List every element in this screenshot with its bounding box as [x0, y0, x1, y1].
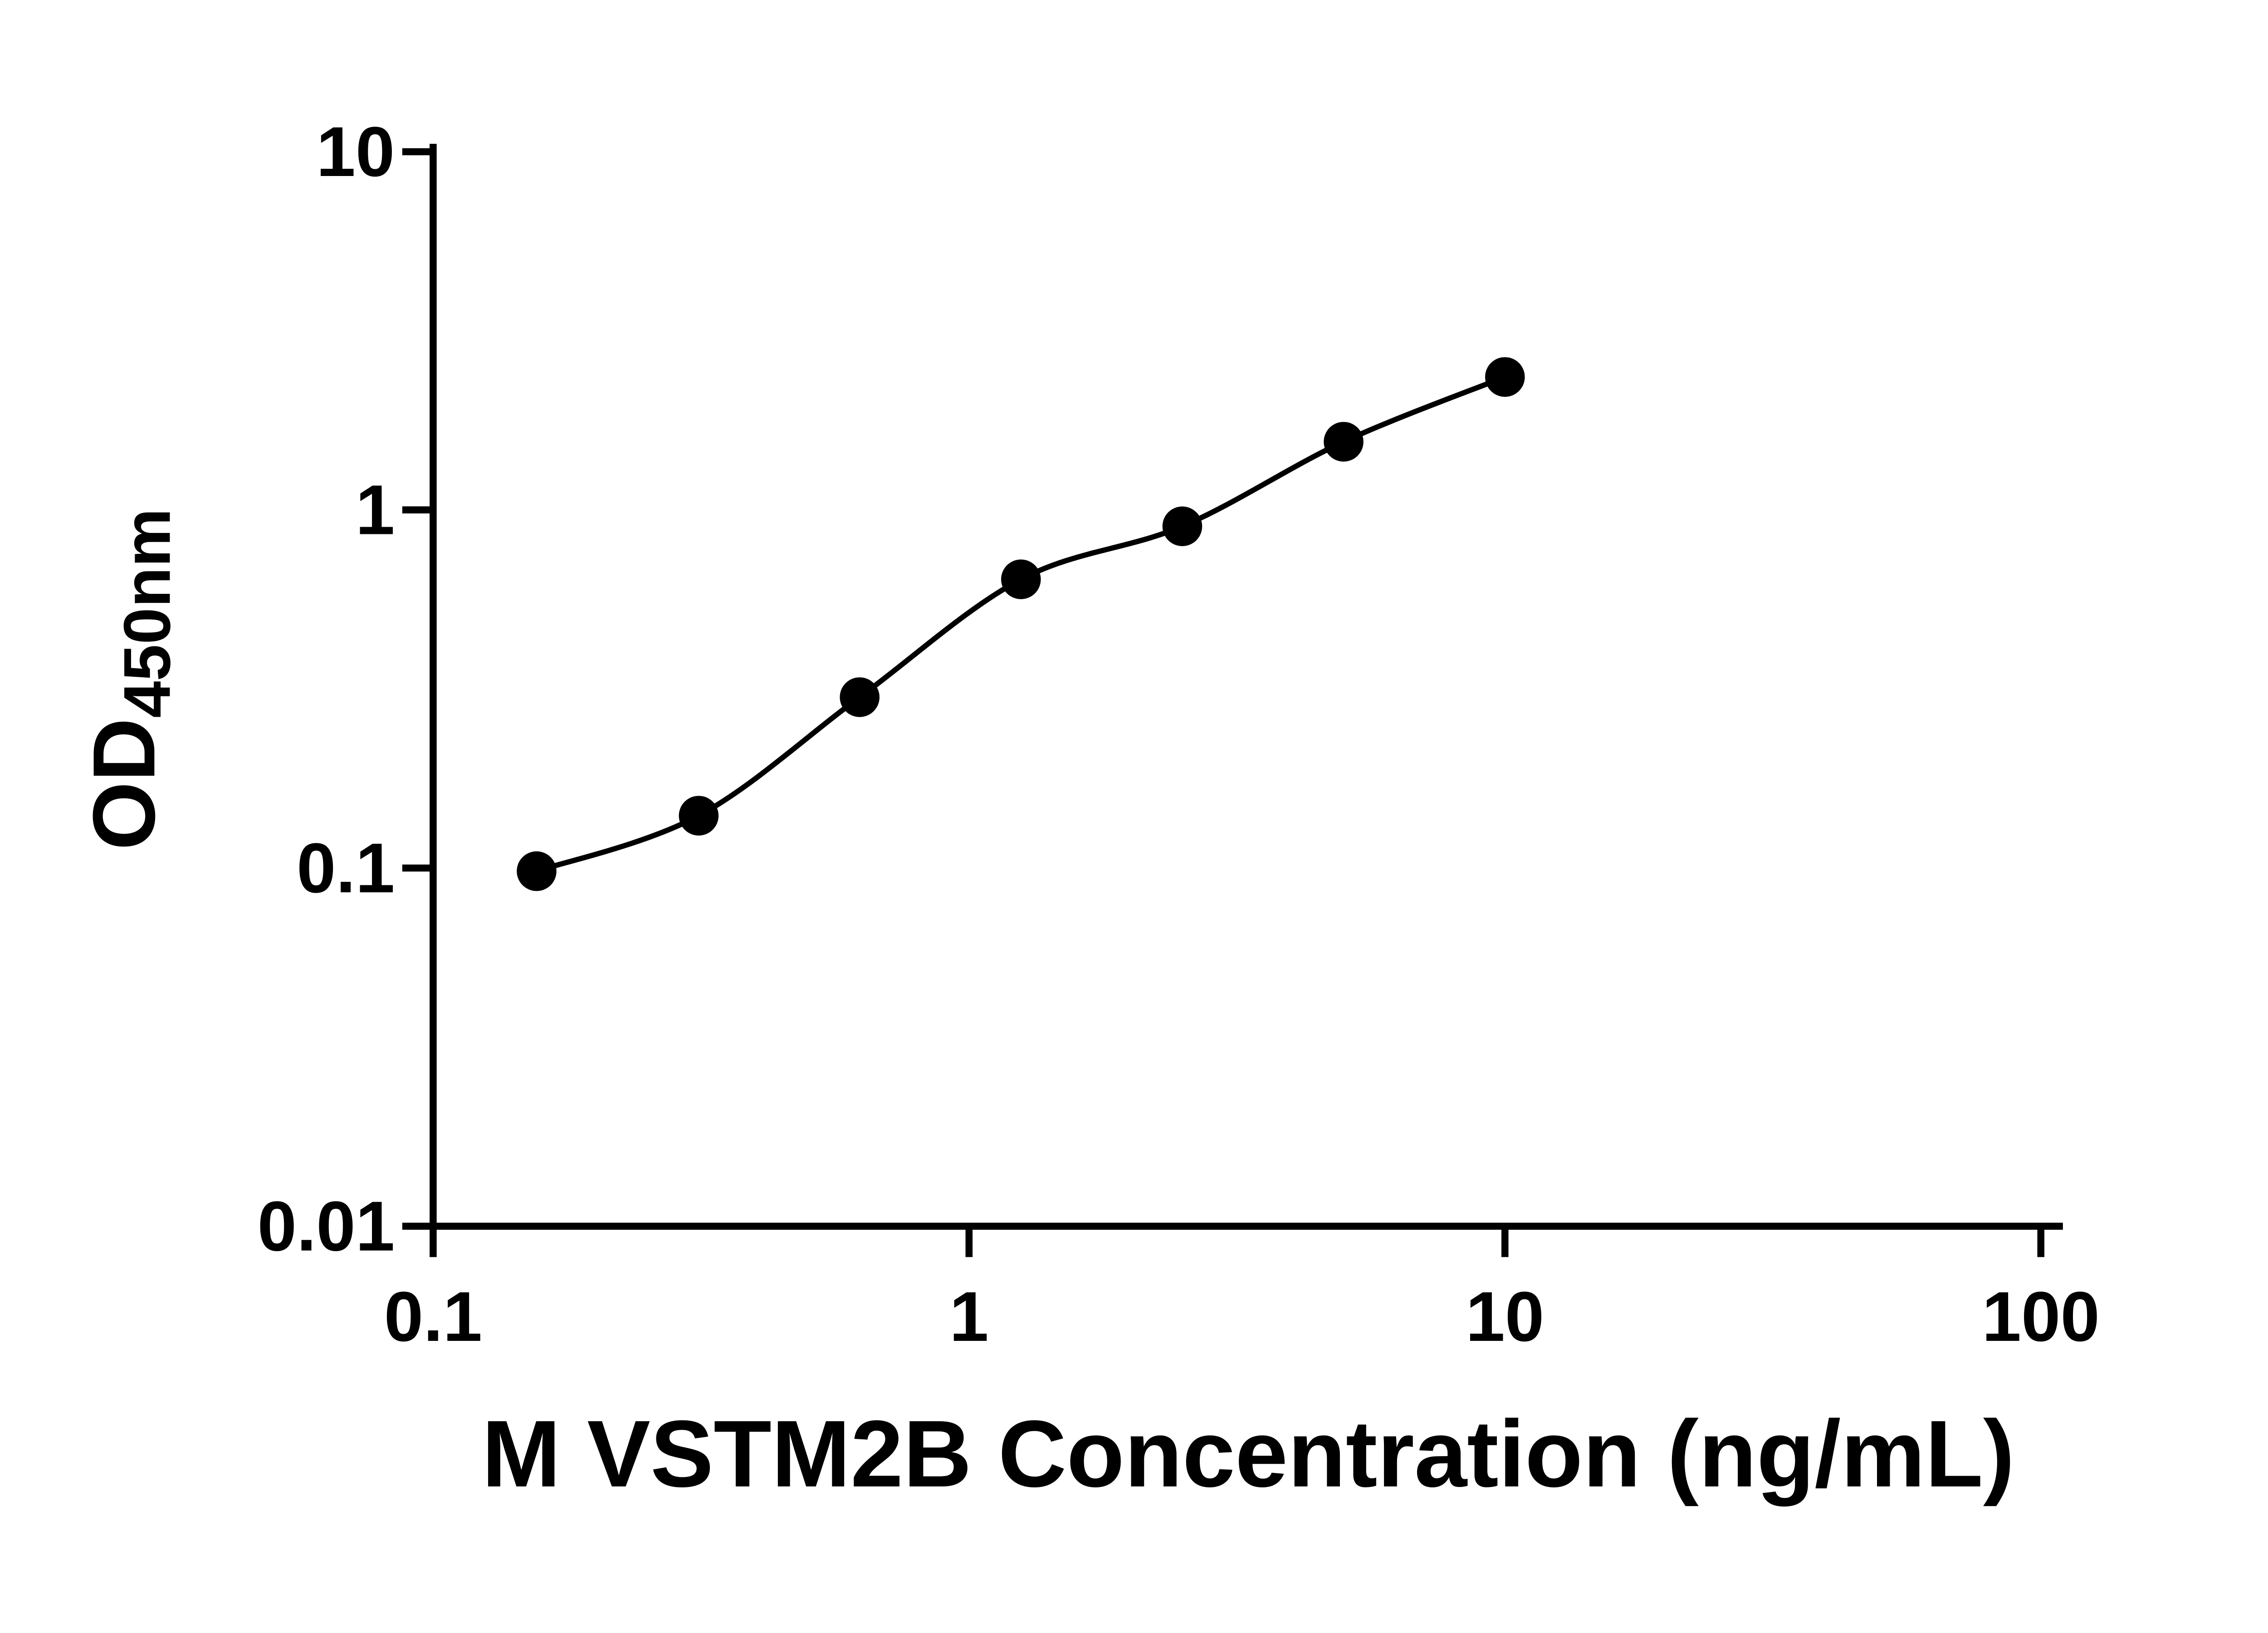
y-axis-title-sub: 450nm [110, 508, 184, 718]
y-axis-title-main: OD [75, 718, 173, 851]
elisa-standard-curve-chart: 0.1 1 10 100 0.01 0.1 1 10 M VSTM2B Concentrati… [75, 112, 2100, 1507]
data-point [679, 796, 719, 836]
data-point [840, 677, 880, 717]
data-point [1001, 559, 1041, 599]
data-point [517, 851, 557, 891]
x-tick-label: 10 [1466, 1277, 1544, 1356]
data-point [1324, 422, 1364, 462]
plot-area: 0.1 1 10 100 0.01 0.1 1 10 [257, 112, 2100, 1356]
y-tick-label: 0.1 [297, 828, 395, 907]
x-tick-label: 0.1 [384, 1277, 482, 1356]
y-tick-label: 10 [316, 112, 395, 191]
y-axis-title: OD450nm [75, 508, 184, 851]
x-axis-title: M VSTM2B Concentration (ng/mL) [482, 1401, 2014, 1507]
data-point [1485, 357, 1525, 397]
y-tick-label: 0.01 [257, 1187, 395, 1266]
data-point [1162, 506, 1202, 547]
chart-canvas: 0.1 1 10 100 0.01 0.1 1 10 M VSTM2B Concentrati… [75, 112, 2100, 1507]
y-tick-label: 1 [356, 470, 395, 549]
x-tick-label: 100 [1982, 1277, 2100, 1356]
x-tick-label: 1 [949, 1277, 989, 1356]
